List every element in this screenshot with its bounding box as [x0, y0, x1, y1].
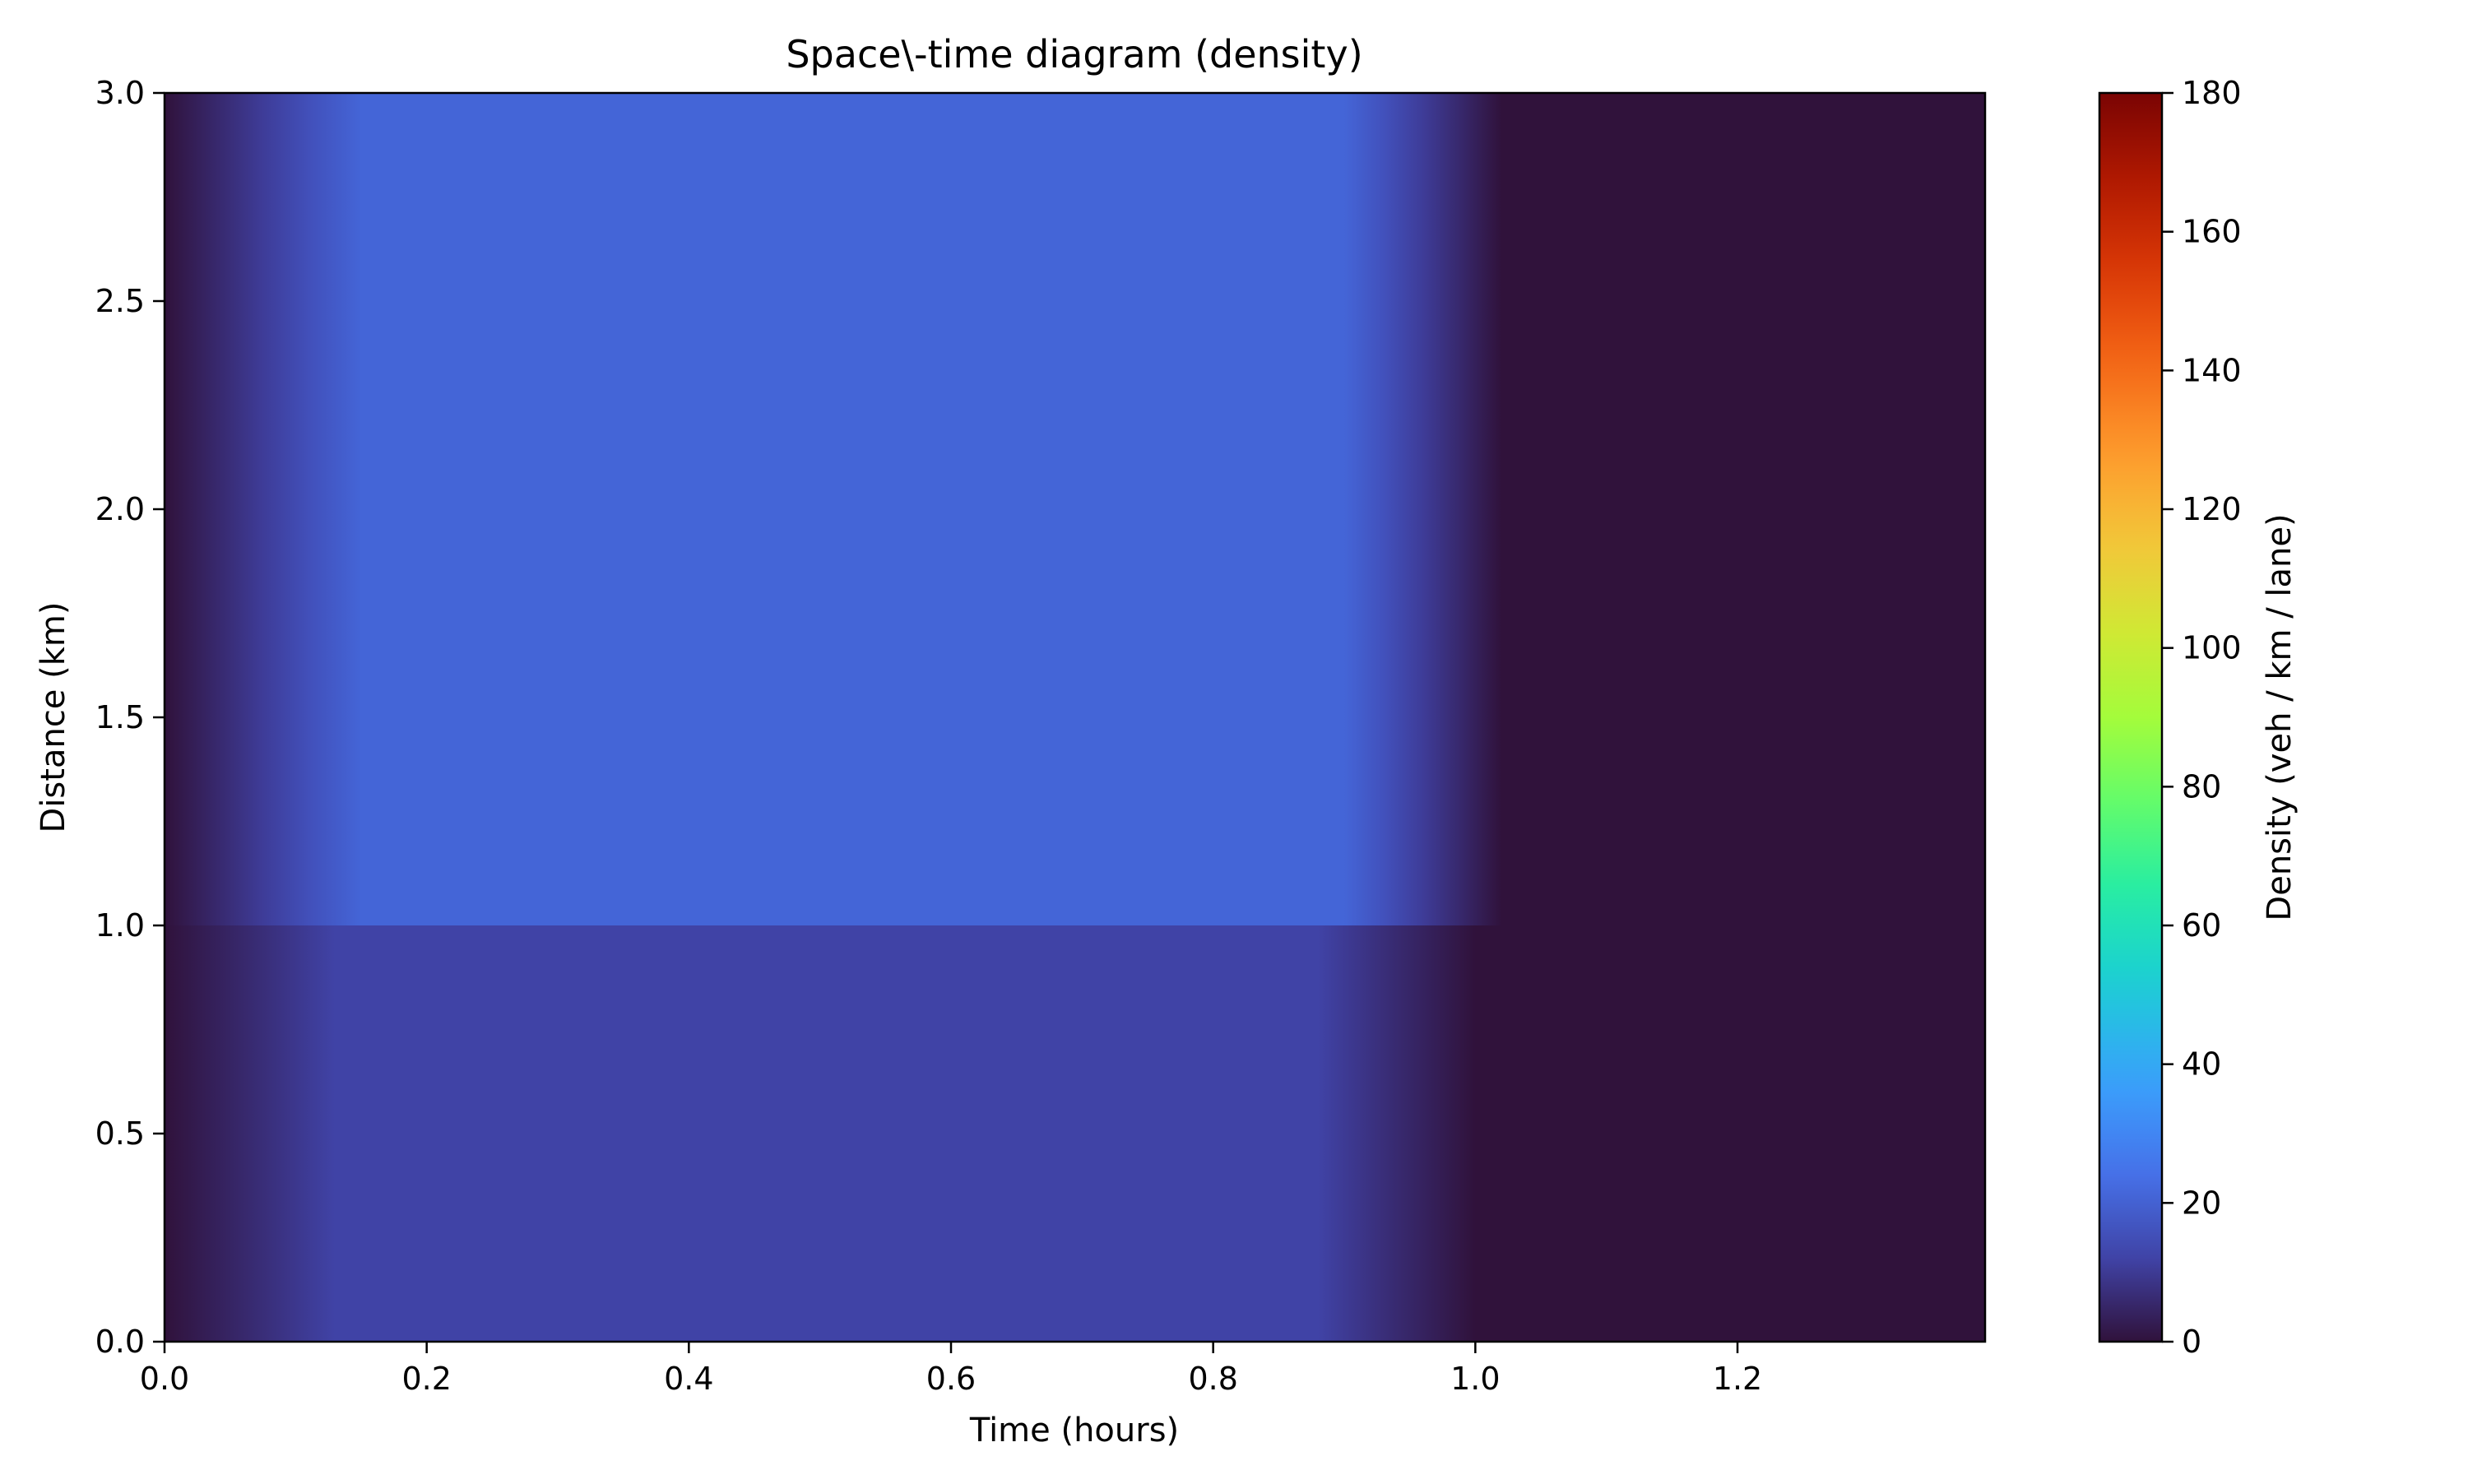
- x-axis: 0.0 0.2 0.4 0.6 0.8 1.0 1.2: [140, 1342, 1762, 1397]
- x-tick-label: 1.2: [1713, 1361, 1762, 1397]
- chart-title: Space\-time diagram (density): [786, 32, 1362, 77]
- colorbar: [2098, 91, 2164, 1343]
- x-tick-label: 0.8: [1188, 1361, 1237, 1397]
- y-tick-label: 0.0: [95, 1324, 145, 1360]
- y-axis-label: Distance (km): [35, 602, 72, 833]
- colorbar-tick-label: 0: [2182, 1324, 2201, 1360]
- colorbar-tick-label: 80: [2182, 768, 2221, 805]
- x-tick-label: 0.6: [926, 1361, 976, 1397]
- x-tick-label: 0.2: [401, 1361, 451, 1397]
- y-tick-label: 1.5: [95, 699, 145, 735]
- y-axis: 0.0 0.5 1.0 1.5 2.0 2.5 3.0: [95, 75, 165, 1360]
- x-tick-label: 0.4: [664, 1361, 713, 1397]
- colorbar-tick-label: 120: [2182, 491, 2242, 527]
- colorbar-tick-label: 140: [2182, 352, 2242, 388]
- x-tick-label: 1.0: [1450, 1361, 1500, 1397]
- colorbar-tick-label: 100: [2182, 630, 2242, 666]
- colorbar-tick-label: 160: [2182, 214, 2242, 250]
- y-tick-label: 2.0: [95, 491, 145, 527]
- x-tick-label: 0.0: [140, 1361, 189, 1397]
- colorbar-axis: 0 20 40 60 80 100 120 140 160 180: [2162, 75, 2242, 1360]
- colorbar-tick-label: 60: [2182, 907, 2221, 944]
- y-tick-label: 1.0: [95, 907, 145, 944]
- y-tick-label: 2.5: [95, 283, 145, 319]
- heatmap: [165, 93, 1985, 1342]
- colorbar-tick-label: 180: [2182, 75, 2242, 111]
- heatmap-region-0: [165, 925, 1985, 1342]
- y-tick-label: 3.0: [95, 75, 145, 111]
- colorbar-label: Density (veh / km / lane): [2261, 513, 2299, 921]
- colorbar-tick-label: 20: [2182, 1185, 2221, 1221]
- y-tick-label: 0.5: [95, 1115, 145, 1152]
- colorbar-tick-label: 40: [2182, 1046, 2221, 1083]
- heatmap-region-1: [165, 93, 1985, 925]
- x-axis-label: Time (hours): [969, 1412, 1179, 1449]
